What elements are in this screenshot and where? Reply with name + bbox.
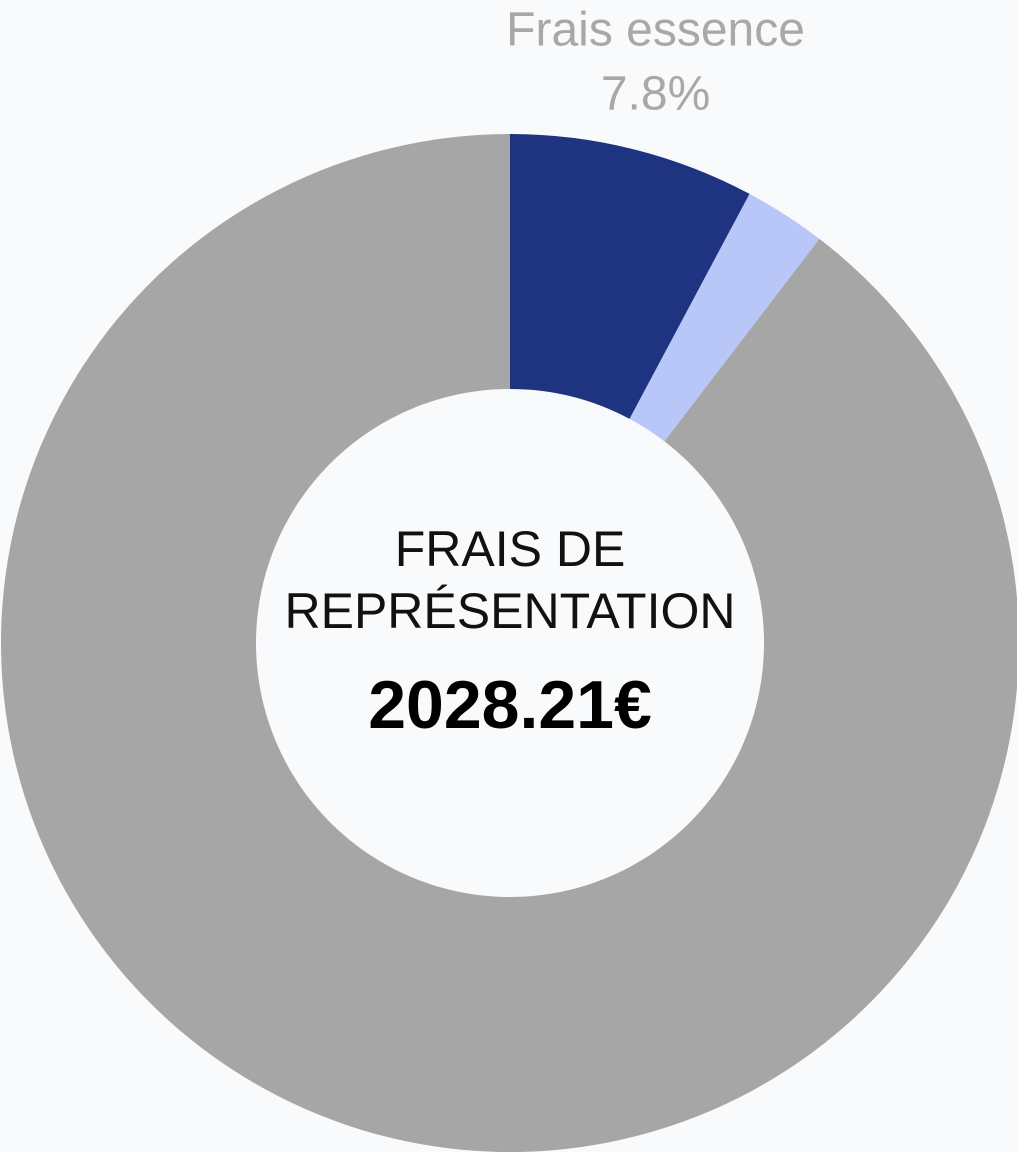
center-value: 2028.21€ (368, 667, 652, 743)
slice-label: Frais essence (506, 4, 805, 57)
slice (1, 134, 1017, 1152)
slice-value-label: 7.8% (601, 68, 710, 121)
slice (629, 193, 820, 442)
slice (510, 134, 750, 419)
slices (1, 134, 1017, 1152)
center-label: FRAIS DE (395, 521, 626, 577)
center-label: REPRÉSENTATION (285, 583, 736, 639)
